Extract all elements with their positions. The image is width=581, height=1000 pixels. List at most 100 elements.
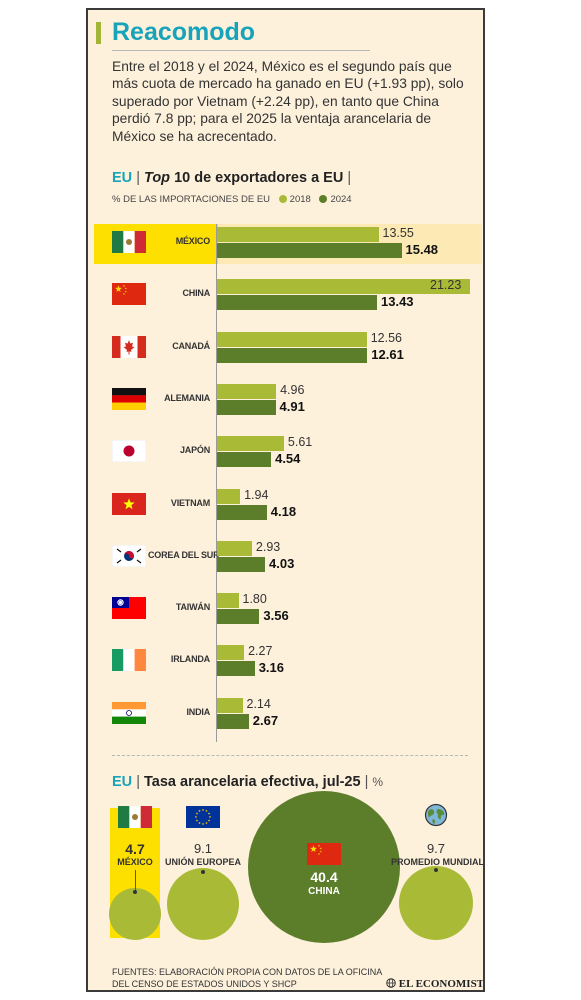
legend-2024-swatch	[319, 195, 328, 203]
bubble-promedio-mundial	[398, 865, 474, 940]
value-label-2018-vietnam: 1.94	[244, 487, 269, 502]
vietnam-flag-icon	[112, 492, 146, 515]
country-label-india: INDIA	[186, 706, 211, 717]
country-label-irlanda: IRLANDA	[170, 654, 210, 665]
value-label-2024-india: 2.67	[252, 712, 279, 728]
bar-2024-japon	[217, 452, 272, 468]
country-label-corea-del-sur: COREA DEL SUR	[148, 549, 220, 560]
ireland-flag-icon	[112, 649, 146, 672]
chart-legend: % DE LAS IMPORTACIONES DE EU 2018 2024	[112, 194, 352, 205]
page-title: Reacomodo	[112, 18, 256, 46]
country-label-canada: CANADÁ	[172, 340, 210, 351]
bar-2024-mexico	[217, 243, 402, 258]
legend-2018-swatch	[278, 195, 287, 203]
country-label-mexico: MÉXICO	[175, 236, 211, 246]
value-label-2024-japon: 4.54	[275, 451, 301, 467]
bubble-label-mexico: MÉXICO	[117, 857, 153, 867]
bubble-china	[248, 791, 400, 943]
bar-2018-irlanda	[217, 645, 245, 661]
value-label-2024-corea-del-sur: 4.03	[269, 555, 295, 571]
bubble-chart-title-separator-end: |	[364, 774, 369, 790]
source-line-2: DEL CENSO DE ESTADOS UNIDOS Y SHCP	[112, 979, 297, 989]
bubble-chart-title-eu: EU	[112, 774, 133, 790]
value-label-2024-vietnam: 4.18	[270, 503, 297, 519]
bubble-leader-mexico	[134, 870, 136, 893]
value-label-2024-china: 13.43	[381, 294, 414, 310]
legend-unit-label: % DE LAS IMPORTACIONES DE EU	[112, 194, 271, 205]
value-label-2024-irlanda: 3.16	[258, 660, 284, 676]
globe-icon	[419, 798, 453, 832]
country-label-china: CHINA	[182, 288, 211, 299]
china-flag-icon	[307, 843, 341, 865]
bar-chart-title: EU | Top 10 de exportadores a EU |	[112, 170, 351, 186]
country-label-japon: JAPÓN	[179, 445, 210, 456]
bar-chart-title-text: 10 de exportadores a EU	[170, 170, 344, 186]
eu-flag-icon	[186, 806, 220, 828]
brand-name: EL ECONOMISTA	[398, 978, 485, 990]
bubble-chart-title-separator: |	[136, 774, 140, 790]
bar-2024-alemania	[217, 399, 276, 415]
bar-2024-vietnam	[217, 504, 267, 520]
bar-2018-china	[217, 279, 470, 295]
country-label-vietnam: VIETNAM	[170, 497, 210, 508]
bubble-value-union-europea: 9.1	[193, 841, 213, 856]
south-korea-flag-icon	[112, 544, 146, 567]
section-divider	[112, 755, 468, 756]
value-label-2018-canada: 12.56	[370, 330, 402, 345]
japan-flag-icon	[112, 440, 146, 463]
bubble-union-europea	[166, 867, 239, 940]
bar-2018-japon	[217, 436, 284, 452]
value-label-2018-india: 2.14	[246, 696, 271, 711]
bar-chart-axis	[216, 224, 217, 742]
bubble-dot-promedio-mundial	[434, 867, 438, 872]
bar-chart-title-separator: |	[136, 170, 140, 186]
legend-2024-label: 2024	[330, 194, 352, 205]
bar-2018-india	[217, 697, 243, 713]
value-label-2018-corea-del-sur: 2.93	[255, 539, 281, 554]
title-divider	[112, 50, 370, 51]
bubble-dot-mexico	[133, 890, 137, 895]
bar-2018-mexico	[217, 227, 379, 242]
bar-chart-title-eu: EU	[112, 170, 133, 186]
value-label-2024-alemania: 4.91	[279, 398, 305, 414]
bar-2024-china	[217, 295, 377, 311]
bubble-text-promedio-mundial: 9.7 PROMEDIO MUNDIAL	[391, 841, 484, 868]
brand-globe-icon	[386, 978, 396, 988]
bar-chart-title-separator-end: |	[347, 170, 352, 186]
value-label-2018-irlanda: 2.27	[248, 644, 273, 659]
bar-chart-title-italic: Top	[144, 170, 171, 186]
germany-flag-icon	[112, 387, 146, 410]
bar-2024-corea-del-sur	[217, 556, 265, 572]
taiwan-flag-icon	[112, 597, 146, 620]
bar-2018-canada	[217, 331, 367, 347]
country-label-alemania: ALEMANIA	[164, 392, 210, 403]
bubble-text-mexico: 4.7 MÉXICO	[90, 842, 180, 868]
title-accent-bar	[96, 22, 101, 44]
bar-2024-irlanda	[217, 661, 255, 677]
value-label-2018-taiwan: 1.80	[242, 592, 267, 607]
bubble-dot-union-europea	[201, 869, 205, 874]
canada-flag-icon	[112, 335, 146, 358]
bubble-text-union-europea: 9.1 UNIÓN EUROPEA	[158, 842, 248, 868]
value-label-2018-mexico: 13.55	[382, 226, 414, 240]
bar-2018-vietnam	[217, 488, 241, 504]
bar-2024-canada	[217, 347, 368, 363]
bubble-value-promedio-mundial: 9.7	[426, 841, 446, 856]
intro-paragraph: Entre el 2018 y el 2024, México es el se…	[112, 59, 464, 144]
india-flag-icon	[112, 701, 146, 724]
value-label-2018-japon: 5.61	[287, 435, 313, 450]
bubble-chart-unit: %	[372, 775, 384, 789]
infographic-card: Reacomodo Entre el 2018 y el 2024, Méxic…	[86, 8, 485, 992]
bar-2018-taiwan	[217, 593, 239, 609]
bar-2024-india	[217, 713, 249, 729]
source-note: FUENTES: ELABORACIÓN PROPIA CON DATOS DE…	[112, 966, 412, 990]
legend-2018-label: 2018	[289, 194, 311, 205]
china-flag-icon	[112, 283, 146, 306]
bubble-label-promedio-mundial: PROMEDIO MUNDIAL	[391, 857, 484, 867]
brand-logo: EL ECONOMISTA	[386, 978, 485, 990]
value-label-2024-taiwan: 3.56	[263, 608, 289, 624]
bubble-label-china: CHINA	[308, 886, 340, 897]
bubble-mexico	[109, 888, 161, 940]
mexico-flag-icon	[118, 806, 152, 828]
bar-2018-alemania	[217, 383, 277, 399]
